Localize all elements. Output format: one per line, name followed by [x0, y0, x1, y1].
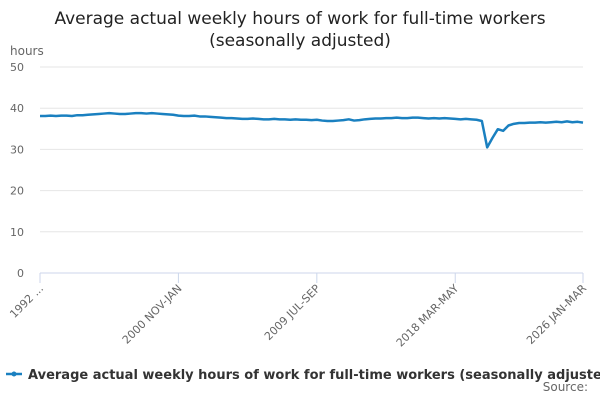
y-tick-label: 20	[10, 185, 24, 198]
x-tick-label: 2018 MAR-MAY	[394, 282, 462, 350]
y-tick-label: 30	[10, 143, 24, 156]
y-tick-label: 40	[10, 102, 24, 115]
legend-label: Average actual weekly hours of work for …	[28, 368, 600, 383]
source: Source:	[543, 380, 588, 394]
y-tick-label: 50	[10, 61, 24, 74]
x-tick-label: 2009 JUL-SEP	[262, 282, 323, 343]
series-line	[40, 111, 584, 149]
y-tick-label: 0	[17, 267, 24, 280]
y-tick-label: 10	[10, 226, 24, 239]
x-tick-label: 2026 JAN-MAR	[524, 282, 589, 347]
x-tick-label: 2000 NOV-JAN	[120, 282, 185, 347]
chart-title: Average actual weekly hours of work for …	[54, 9, 546, 51]
x-tick-label: 1992 ...	[7, 282, 46, 321]
y-axis-label: hours	[10, 44, 44, 58]
legend-symbol	[11, 371, 17, 377]
